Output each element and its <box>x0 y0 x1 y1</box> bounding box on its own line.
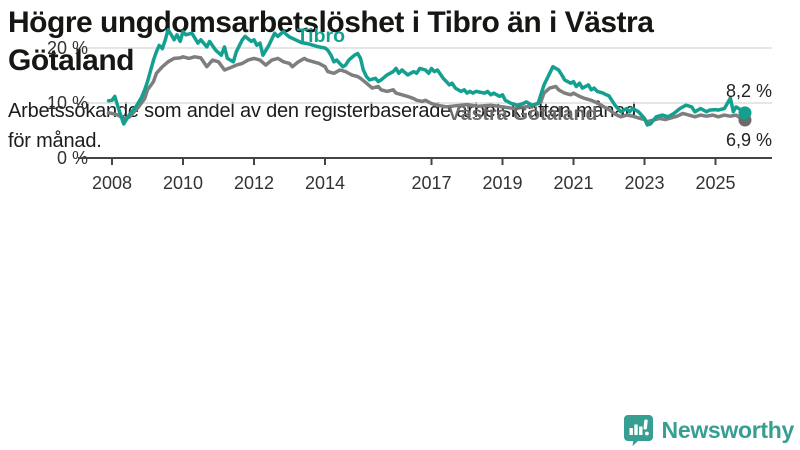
newsworthy-attribution[interactable]: Newsworthy <box>623 414 794 446</box>
x-axis-tick-label: 2025 <box>695 173 735 193</box>
page-title-line-1: Högre ungdomsarbetslöshet i Tibro än i V… <box>8 6 654 39</box>
x-axis-tick-label: 2008 <box>92 173 132 193</box>
page-title-line-2: Götaland <box>8 44 135 77</box>
y-axis-tick-label: 0 % <box>57 148 88 168</box>
newsworthy-logo-icon <box>623 415 653 446</box>
x-axis-tick-label: 2021 <box>553 173 593 193</box>
chart-subtitle-line-2: för månad. <box>8 130 102 152</box>
y-axis-tick-label: 20 % <box>47 38 88 58</box>
x-axis-tick-label: 2023 <box>624 173 664 193</box>
x-axis-tick-label: 2019 <box>482 173 522 193</box>
unemployment-line-chart: 0 % 10 % 20 % 2008 2010 2012 2014 2017 2019 2021 2… <box>47 25 772 193</box>
end-value-label: 8,2 % <box>726 81 772 101</box>
x-axis-tick-label: 2012 <box>234 173 274 193</box>
series-end-dot <box>738 106 752 120</box>
end-value-label: 6,9 % <box>726 130 772 150</box>
tibro-line <box>106 28 747 127</box>
x-axis-tick-label: 2014 <box>305 173 345 193</box>
header: Högre ungdomsarbetslöshet i Tibro än i V… <box>8 4 792 156</box>
series-label-vastra-gotaland: Västra Götaland <box>448 103 598 125</box>
newsworthy-wordmark: Newsworthy <box>661 416 795 443</box>
series-label-tibro: Tibro <box>297 25 345 47</box>
vastra-gotaland-line <box>106 55 747 124</box>
x-axis-tick-label: 2010 <box>163 173 203 193</box>
y-axis-tick-label: 10 % <box>47 93 88 113</box>
x-axis-tick-label: 2017 <box>411 173 451 193</box>
page-title: Högre ungdomsarbetslöshet i Tibro än i V… <box>8 4 792 80</box>
